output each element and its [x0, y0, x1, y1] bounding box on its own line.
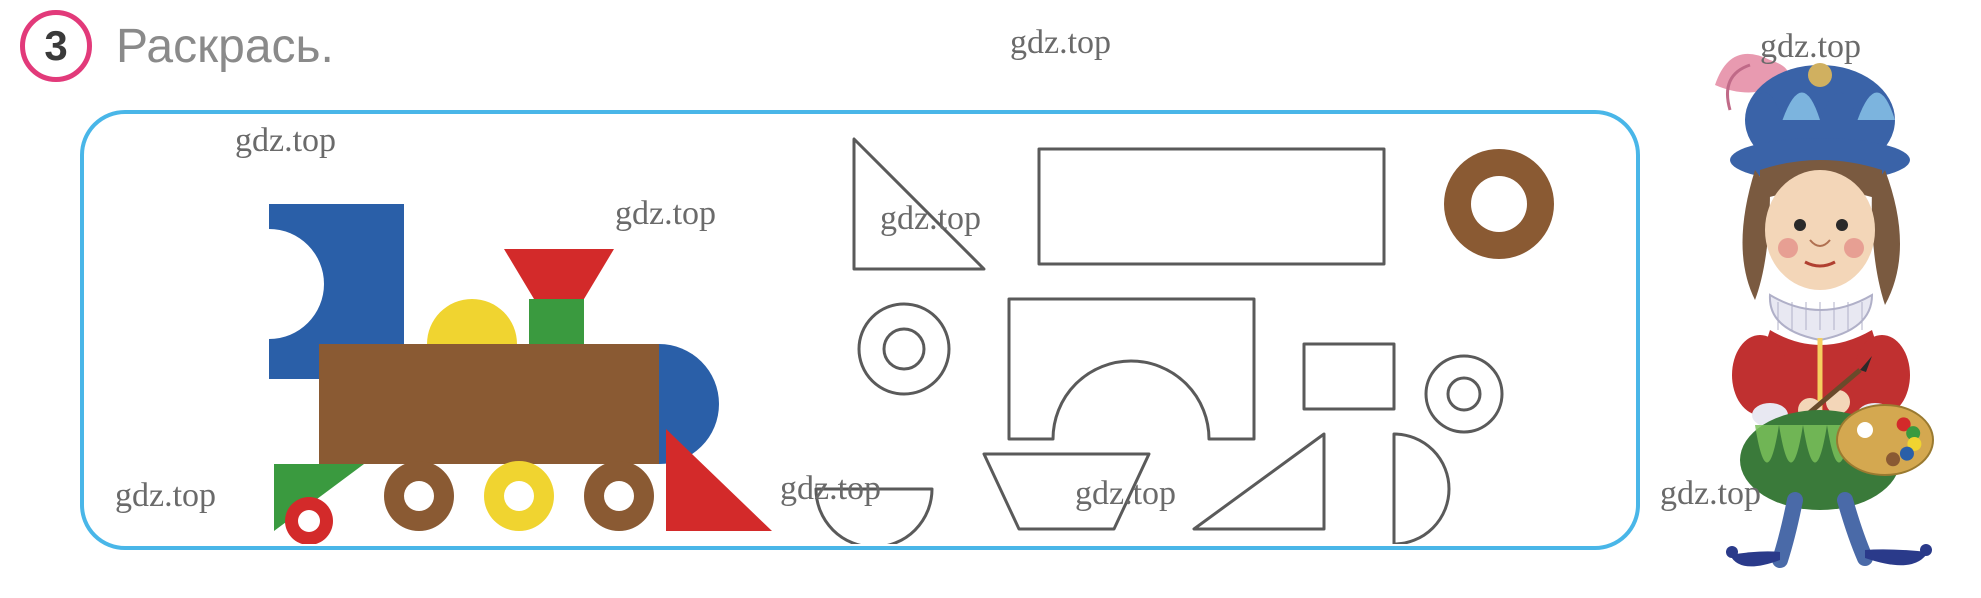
task-number-badge: 3 — [20, 10, 92, 82]
painter-character — [1660, 30, 1970, 590]
task-title: Раскрась. — [116, 19, 334, 74]
watermark-text: gdz.top — [1010, 24, 1111, 62]
parts-illustration — [814, 124, 1594, 544]
train-illustration — [174, 124, 794, 544]
page-root: 3 Раскрась. gdz.topgdz.topgdz.topgdz.top… — [0, 0, 1981, 598]
task-header: 3 Раскрась. — [20, 10, 334, 82]
exercise-panel — [80, 110, 1640, 550]
